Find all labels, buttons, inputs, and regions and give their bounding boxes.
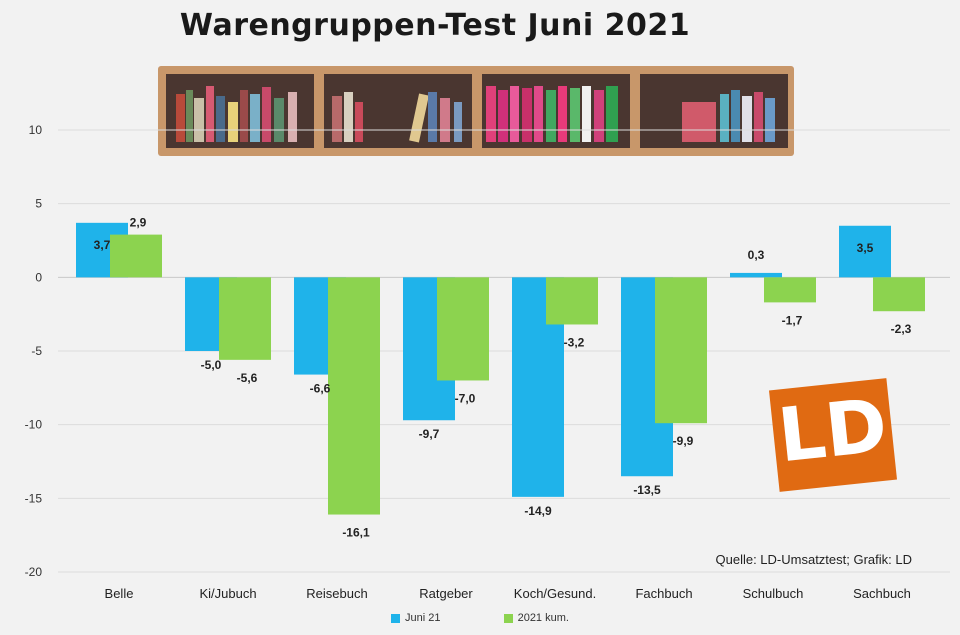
data-label: -6,6 xyxy=(310,382,331,396)
ld-logo-text: LD xyxy=(774,382,892,480)
legend-item-series-2: 2021 kum. xyxy=(503,612,569,624)
category-label: Koch/Gesund. xyxy=(514,586,596,601)
category-label: Fachbuch xyxy=(635,586,692,601)
bar-kum xyxy=(764,277,816,303)
category-label: Schulbuch xyxy=(743,586,804,601)
shelf-compartment xyxy=(324,74,472,148)
shelf-compartment xyxy=(482,74,630,148)
data-label: -7,0 xyxy=(455,391,476,405)
bar-kum xyxy=(219,277,271,360)
data-label: -16,1 xyxy=(342,526,370,540)
bar-kum xyxy=(873,277,925,312)
data-label: -1,7 xyxy=(782,313,803,327)
data-label: 3,7 xyxy=(94,238,111,252)
data-label: -2,3 xyxy=(891,322,912,336)
y-tick-label: -15 xyxy=(25,491,43,505)
y-tick-label: 10 xyxy=(29,123,43,137)
shelf-compartment xyxy=(166,74,314,148)
bar-kum xyxy=(546,277,598,325)
legend-item-series-1: Juni 21 xyxy=(391,612,441,624)
bars xyxy=(76,222,925,515)
data-label: 0,3 xyxy=(748,248,765,262)
source-note: Quelle: LD-Umsatztest; Grafik: LD xyxy=(715,552,913,567)
data-label: -5,6 xyxy=(237,371,258,385)
bar-kum xyxy=(437,277,489,381)
category-label: Ki/Jubuch xyxy=(199,586,256,601)
legend-label: Juni 21 xyxy=(405,612,441,624)
category-label: Ratgeber xyxy=(419,586,473,601)
data-label: -5,0 xyxy=(201,358,222,372)
y-tick-label: -5 xyxy=(31,344,42,358)
category-label: Belle xyxy=(105,586,134,601)
data-label: -3,2 xyxy=(564,335,585,349)
y-tick-label: 5 xyxy=(35,197,42,211)
y-tick-label: 0 xyxy=(35,270,42,284)
ld-logo: LD xyxy=(768,378,898,492)
data-label: 3,5 xyxy=(857,241,874,255)
chart-title: Warengruppen-Test Juni 2021 xyxy=(179,8,691,43)
bar-kum xyxy=(110,234,162,278)
category-label: Sachbuch xyxy=(853,586,911,601)
legend-swatch xyxy=(391,613,401,623)
data-label: -14,9 xyxy=(524,504,552,518)
legend: Juni 21 2021 kum. xyxy=(0,612,960,624)
bookshelf-illustration xyxy=(158,66,794,156)
bar-kum xyxy=(655,277,707,424)
legend-label: 2021 kum. xyxy=(517,612,569,624)
y-axis-ticks: 10 5 0 -5 -10 -15 -20 xyxy=(25,123,43,579)
data-label: 2,9 xyxy=(130,216,147,230)
y-tick-label: -20 xyxy=(25,565,43,579)
bar-juni xyxy=(839,225,891,278)
data-label: -9,9 xyxy=(673,434,694,448)
category-labels: Belle Ki/Jubuch Reisebuch Ratgeber Koch/Gesu… xyxy=(105,586,911,601)
data-labels: 3,7 2,9 -5,0 -5,6 -6,6 -16,1 -9,7 -7,0 -14,9 -3,2… xyxy=(94,216,912,540)
legend-swatch xyxy=(503,613,513,623)
data-label: -9,7 xyxy=(419,427,440,441)
bar-juni xyxy=(730,272,782,278)
data-label: -13,5 xyxy=(633,483,661,497)
category-label: Reisebuch xyxy=(306,586,367,601)
bar-kum xyxy=(328,277,380,515)
shelf-compartment xyxy=(640,74,788,148)
y-tick-label: -10 xyxy=(25,418,43,432)
